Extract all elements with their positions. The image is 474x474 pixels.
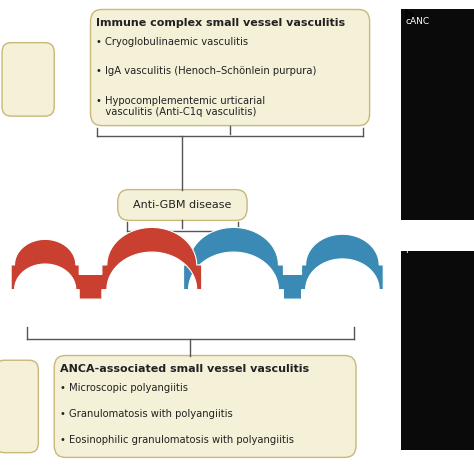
- Text: b: b: [404, 9, 413, 24]
- FancyBboxPatch shape: [0, 360, 38, 453]
- Text: pANC: pANC: [405, 244, 430, 253]
- Text: • Eosinophilic granulomatosis with polyangiitis: • Eosinophilic granulomatosis with polya…: [60, 435, 294, 445]
- Text: • Granulomatosis with polyangiitis: • Granulomatosis with polyangiitis: [60, 409, 233, 419]
- FancyBboxPatch shape: [91, 9, 370, 126]
- Text: • Microscopic polyangiitis: • Microscopic polyangiitis: [60, 383, 188, 393]
- FancyBboxPatch shape: [401, 251, 474, 450]
- FancyBboxPatch shape: [54, 356, 356, 457]
- FancyBboxPatch shape: [118, 190, 247, 220]
- Text: Immune complex small vessel vasculitis: Immune complex small vessel vasculitis: [96, 18, 346, 28]
- Text: Anti-GBM disease: Anti-GBM disease: [133, 200, 232, 210]
- FancyBboxPatch shape: [401, 9, 474, 220]
- Text: • Hypocomplementemic urticarial
   vasculitis (Anti-C1q vasculitis): • Hypocomplementemic urticarial vasculit…: [96, 96, 265, 118]
- Text: cANC: cANC: [405, 17, 429, 26]
- FancyBboxPatch shape: [2, 43, 54, 116]
- Polygon shape: [183, 228, 383, 301]
- Text: ANCA-associated small vessel vasculitis: ANCA-associated small vessel vasculitis: [60, 364, 309, 374]
- Polygon shape: [11, 228, 202, 301]
- Text: • IgA vasculitis (Henoch–Schönlein purpura): • IgA vasculitis (Henoch–Schönlein purpu…: [96, 66, 317, 76]
- Text: • Cryoglobulinaemic vasculitis: • Cryoglobulinaemic vasculitis: [96, 37, 248, 47]
